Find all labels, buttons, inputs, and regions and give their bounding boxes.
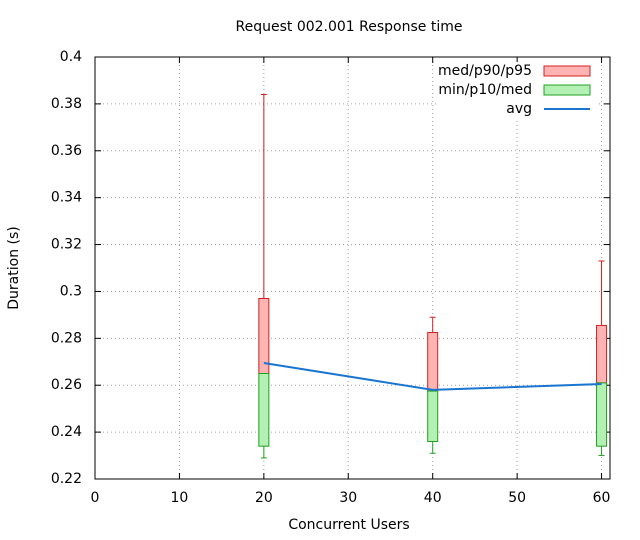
legend-label: avg bbox=[506, 101, 532, 117]
x-tick-label: 10 bbox=[171, 490, 189, 506]
legend-swatch bbox=[543, 84, 591, 96]
y-tick-label: 0.32 bbox=[51, 237, 82, 253]
legend-label: min/p10/med bbox=[438, 82, 532, 98]
box bbox=[258, 297, 270, 375]
legend-label: med/p90/p95 bbox=[438, 63, 532, 79]
box bbox=[258, 373, 270, 447]
x-tick-label: 20 bbox=[255, 490, 273, 506]
y-tick-label: 0.26 bbox=[51, 377, 82, 393]
box bbox=[427, 390, 439, 442]
box bbox=[596, 324, 608, 384]
y-tick-label: 0.4 bbox=[60, 49, 82, 65]
box bbox=[596, 382, 608, 447]
x-tick-label: 0 bbox=[91, 490, 100, 506]
x-tick-label: 40 bbox=[424, 490, 442, 506]
chart-title: Request 002.001 Response time bbox=[236, 19, 463, 35]
y-tick-label: 0.24 bbox=[51, 424, 82, 440]
y-tick-label: 0.3 bbox=[60, 283, 82, 299]
legend-swatch bbox=[543, 65, 591, 77]
y-tick-label: 0.28 bbox=[51, 330, 82, 346]
avg-line bbox=[263, 361, 602, 391]
y-axis-label: Duration (s) bbox=[6, 226, 22, 309]
box bbox=[427, 331, 439, 392]
y-tick-label: 0.36 bbox=[51, 143, 82, 159]
x-tick-label: 50 bbox=[508, 490, 526, 506]
y-tick-label: 0.34 bbox=[51, 190, 82, 206]
x-tick-label: 30 bbox=[339, 490, 357, 506]
x-axis-label: Concurrent Users bbox=[288, 517, 409, 533]
y-tick-label: 0.38 bbox=[51, 96, 82, 112]
x-tick-label: 60 bbox=[593, 490, 611, 506]
legend-bg bbox=[436, 100, 596, 118]
plot-frame bbox=[94, 56, 611, 480]
y-tick-label: 0.22 bbox=[51, 471, 82, 487]
